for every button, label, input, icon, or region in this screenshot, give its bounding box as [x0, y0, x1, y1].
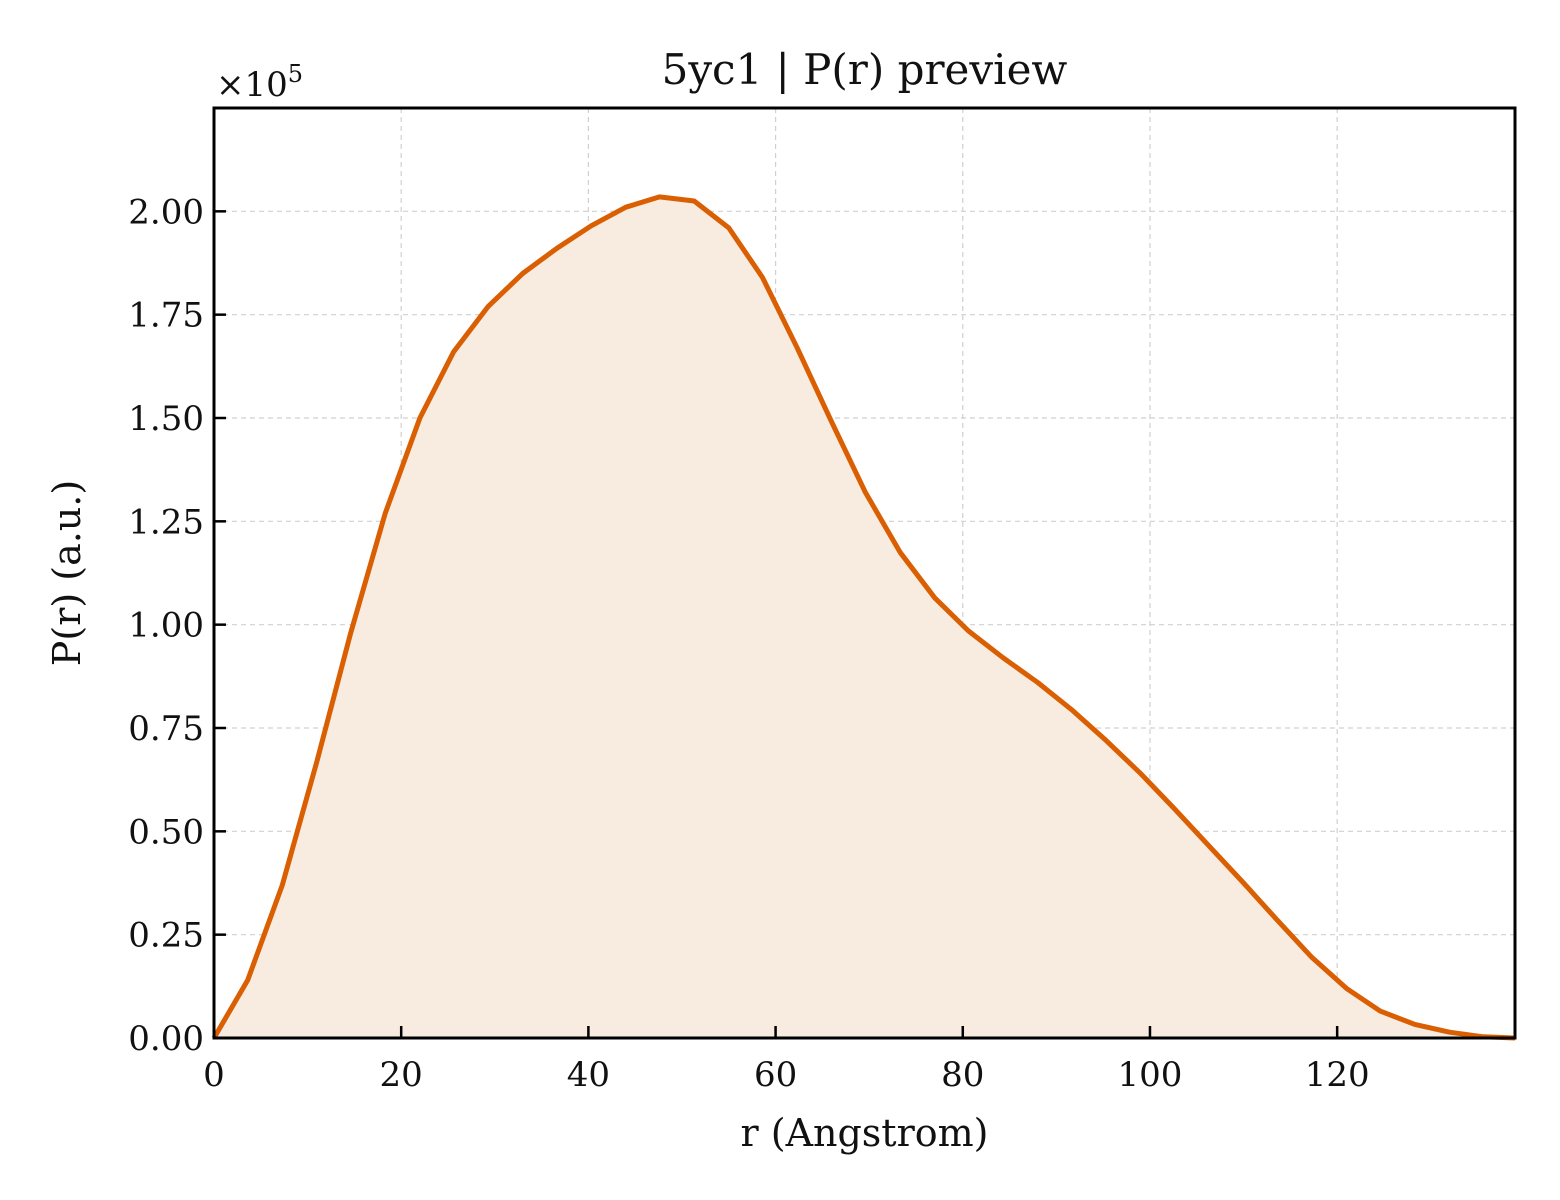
- y-axis-multiplier-base: ×10: [216, 65, 288, 105]
- y-axis-title: P(r) (a.u.): [45, 480, 89, 666]
- x-tick-label: 60: [754, 1055, 797, 1095]
- y-tick-label: 0.50: [128, 812, 204, 852]
- y-tick-label: 1.75: [128, 296, 204, 336]
- chart-title: 5yc1 | P(r) preview: [662, 45, 1068, 94]
- y-tick-label: 2.00: [128, 192, 204, 232]
- y-tick-label: 1.00: [128, 606, 204, 646]
- y-tick-label: 0.00: [128, 1019, 204, 1059]
- x-tick-label: 80: [941, 1055, 984, 1095]
- x-axis-title: r (Angstrom): [741, 1111, 989, 1155]
- x-tick-label: 100: [1118, 1055, 1183, 1095]
- y-tick-label: 0.25: [128, 916, 204, 956]
- y-axis-multiplier: ×105: [216, 60, 303, 105]
- y-tick-label: 1.50: [128, 399, 204, 439]
- pr-area-fill: [214, 196, 1515, 1038]
- pr-line: [211, 194, 1516, 1041]
- x-tick-label: 40: [567, 1055, 610, 1095]
- x-tick-label: 0: [203, 1055, 225, 1095]
- plot-frame: [212, 106, 1517, 1040]
- axis-ticks: 0 20 40 60 80 100 120 0.00 0.25 0.50 0.75 1.00 1.25 1…: [128, 192, 1369, 1095]
- y-tick-label: 1.25: [128, 502, 204, 542]
- x-tick-label: 120: [1305, 1055, 1370, 1095]
- y-tick-label: 0.75: [128, 709, 204, 749]
- y-axis-multiplier-exponent: 5: [288, 60, 303, 88]
- x-tick-label: 20: [380, 1055, 423, 1095]
